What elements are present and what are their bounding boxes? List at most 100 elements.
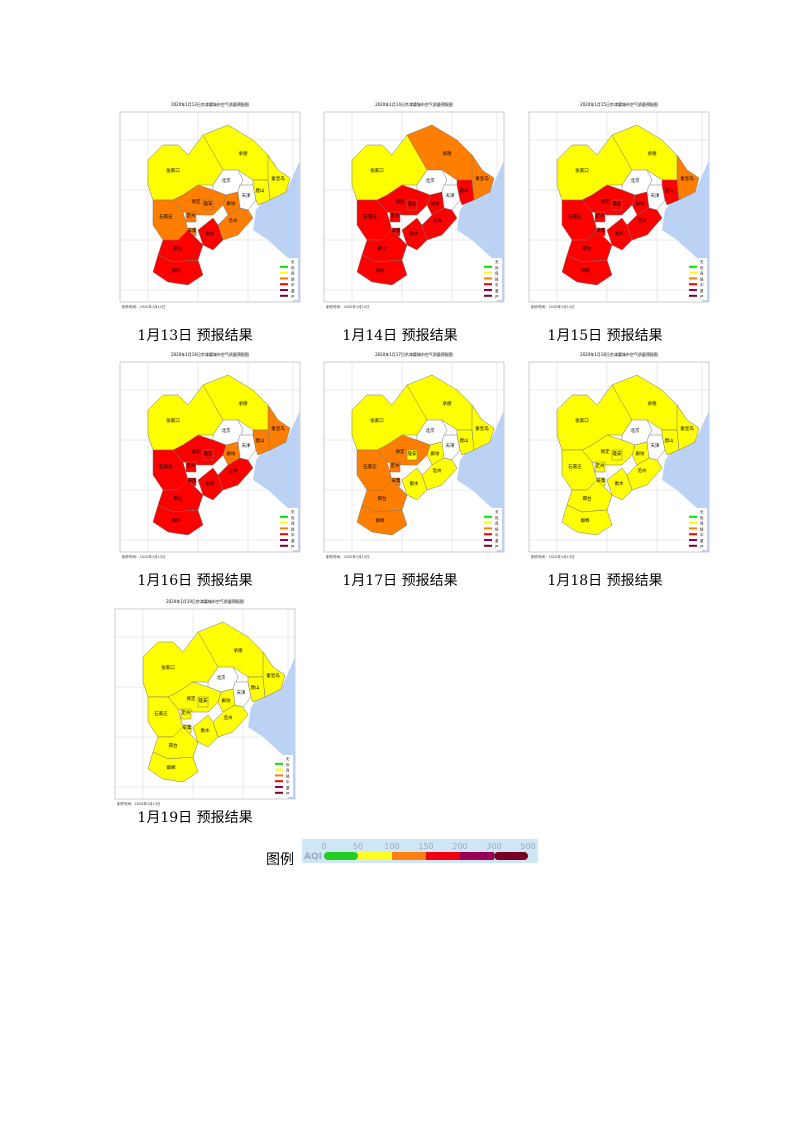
forecast-map: 2020年1月13日京津冀城市空气质量预报图 张家口 承德 北京 天津 唐山 秦皇岛 廊坊 保定… — [118, 100, 303, 315]
region-label: 雄安 — [204, 200, 213, 207]
map-legend-item: 优 — [286, 762, 290, 767]
region-label: 唐山 — [256, 437, 265, 444]
region-label: 秦皇岛 — [475, 425, 489, 432]
map-legend-swatch — [689, 265, 697, 268]
aqi-tick: 200 — [452, 842, 467, 851]
forecast-map: 2020年1月19日京津冀城市空气质量预报图 张家口 承德 北京 天津 唐山 秦皇岛 廊坊 保定… — [113, 597, 298, 812]
map-legend-swatch — [280, 515, 288, 518]
map-title: 2020年1月14日京津冀城市空气质量预报图 — [375, 101, 453, 107]
map-legend-swatch — [689, 521, 697, 524]
bohai-sea — [662, 160, 709, 302]
map-legend-swatch — [689, 539, 697, 541]
region-label: 衡水 — [615, 230, 624, 237]
bohai-sea — [662, 410, 709, 552]
region-5 — [676, 154, 700, 201]
region-label: 邢台 — [174, 495, 183, 502]
region-label: 沧州 — [638, 467, 647, 474]
map-caption: 1月19日 预报结果 — [137, 810, 253, 826]
region-label: 石家庄 — [154, 710, 168, 717]
region-label: 辛集 — [188, 477, 197, 484]
region-label: 沧州 — [229, 467, 238, 474]
aqi-label: AQI — [304, 852, 322, 862]
bohai-sea — [253, 160, 300, 302]
region-label: 廊坊 — [227, 200, 236, 207]
region-13 — [180, 708, 192, 720]
bohai-sea — [253, 410, 300, 552]
aqi-segment — [324, 852, 358, 860]
region-label: 沧州 — [229, 217, 238, 224]
region-label: 唐山 — [251, 684, 260, 691]
map-legend-item: 严 — [700, 545, 704, 549]
region-label: 张家口 — [166, 417, 180, 424]
region-8 — [611, 449, 623, 461]
map-legend-swatch — [689, 283, 697, 286]
region-label: 天津 — [242, 442, 251, 449]
region-15 — [147, 751, 199, 783]
map-legend-item: 中 — [291, 282, 295, 287]
region-label: 承德 — [443, 150, 452, 157]
region-label: 北京 — [222, 177, 231, 184]
region-label: 邯郸 — [581, 517, 590, 524]
map-legend-item: 无 — [495, 510, 499, 514]
region-label: 秦皇岛 — [271, 175, 285, 182]
map-legend-swatch — [484, 283, 492, 286]
map-legend-swatch — [484, 544, 492, 547]
map-caption: 1月16日 预报结果 — [137, 573, 253, 589]
map-legend-swatch — [484, 539, 492, 541]
region-5 — [471, 404, 495, 451]
region-label: 辛集 — [392, 477, 401, 484]
map-legend-item: 重 — [291, 288, 295, 293]
map-legend-swatch — [280, 539, 288, 541]
region-label: 张家口 — [370, 167, 384, 174]
region-15 — [561, 504, 613, 536]
aqi-segment — [392, 852, 426, 860]
map-legend-swatch — [280, 271, 288, 274]
map-legend-swatch — [689, 260, 697, 262]
region-label: 张家口 — [575, 417, 589, 424]
region-label: 定州 — [596, 462, 605, 469]
map-legend-item: 轻 — [495, 276, 499, 281]
region-label: 定州 — [187, 212, 196, 219]
map-legend-item: 重 — [700, 538, 704, 543]
map-legend-swatch — [689, 544, 697, 547]
region-label: 石家庄 — [159, 213, 173, 220]
map-legend-item: 严 — [291, 545, 295, 549]
map-legend-item: 良 — [700, 271, 704, 276]
region-label: 唐山 — [460, 437, 469, 444]
map-legend-item: 轻 — [700, 526, 704, 531]
region-label: 石家庄 — [363, 213, 377, 220]
map-footer: 制作时间：2020年1月13日 — [531, 554, 575, 559]
map-legend-item: 良 — [495, 271, 499, 276]
region-label: 沧州 — [433, 217, 442, 224]
map-legend-item: 中 — [495, 282, 499, 287]
region-label: 廊坊 — [227, 450, 236, 457]
region-label: 保定 — [601, 198, 610, 205]
region-label: 定州 — [391, 212, 400, 219]
aqi-tick: 100 — [384, 842, 399, 851]
region-8 — [197, 696, 209, 708]
map-footer: 制作时间：2020年1月12日 — [326, 304, 370, 309]
region-13 — [185, 211, 197, 223]
region-label: 北京 — [222, 427, 231, 434]
map-title: 2020年1月13日京津冀城市空气质量预报图 — [171, 101, 249, 107]
region-label: 沧州 — [638, 217, 647, 224]
region-label: 廊坊 — [431, 200, 440, 207]
forecast-map: 2020年1月14日京津冀城市空气质量预报图 张家口 承德 北京 天津 唐山 秦皇岛 廊坊 保定… — [322, 100, 507, 315]
map-footer: 制作时间：2020年1月12日 — [122, 304, 166, 309]
region-label: 雄安 — [408, 450, 417, 457]
region-15 — [152, 254, 204, 286]
map-legend-item: 轻 — [700, 276, 704, 281]
region-15 — [152, 504, 204, 536]
region-label: 石家庄 — [363, 463, 377, 470]
map-legend-item: 中 — [700, 282, 704, 287]
map-legend-swatch — [275, 757, 283, 759]
region-label: 廊坊 — [636, 450, 645, 457]
region-label: 雄安 — [408, 200, 417, 207]
map-legend-item: 良 — [286, 768, 290, 773]
region-label: 辛集 — [597, 227, 606, 234]
region-13 — [389, 461, 401, 473]
map-legend-item: 优 — [291, 265, 295, 270]
region-label: 沧州 — [433, 467, 442, 474]
map-legend-swatch — [484, 277, 492, 280]
region-label: 保定 — [192, 198, 201, 205]
